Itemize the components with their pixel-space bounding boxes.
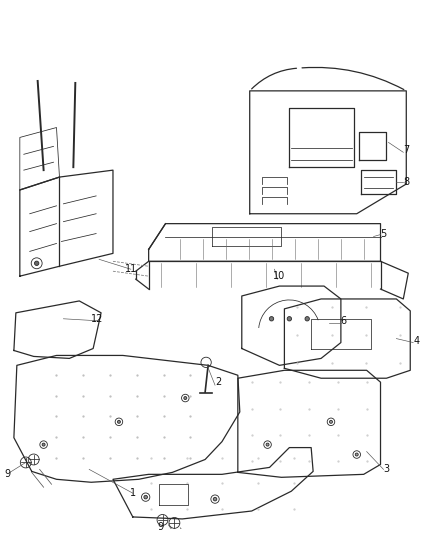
Circle shape [287, 317, 292, 321]
Circle shape [213, 497, 217, 501]
Circle shape [35, 261, 39, 265]
Text: 2: 2 [215, 377, 221, 387]
Circle shape [329, 421, 332, 423]
Text: 9: 9 [158, 522, 164, 532]
Circle shape [269, 317, 274, 321]
Text: 11: 11 [125, 264, 137, 274]
Text: 9: 9 [4, 470, 10, 479]
Circle shape [42, 443, 45, 446]
Circle shape [355, 453, 358, 456]
Text: 1: 1 [130, 488, 136, 498]
Text: 10: 10 [273, 271, 286, 281]
Circle shape [117, 421, 120, 423]
Text: 8: 8 [403, 177, 410, 187]
Circle shape [144, 495, 148, 499]
Circle shape [184, 397, 187, 400]
Circle shape [266, 443, 269, 446]
Text: 7: 7 [403, 146, 410, 155]
Text: 5: 5 [380, 229, 387, 239]
Text: 12: 12 [91, 314, 103, 324]
Text: 3: 3 [383, 464, 389, 474]
Circle shape [305, 317, 309, 321]
Text: 4: 4 [413, 336, 419, 345]
Text: 6: 6 [341, 316, 347, 326]
